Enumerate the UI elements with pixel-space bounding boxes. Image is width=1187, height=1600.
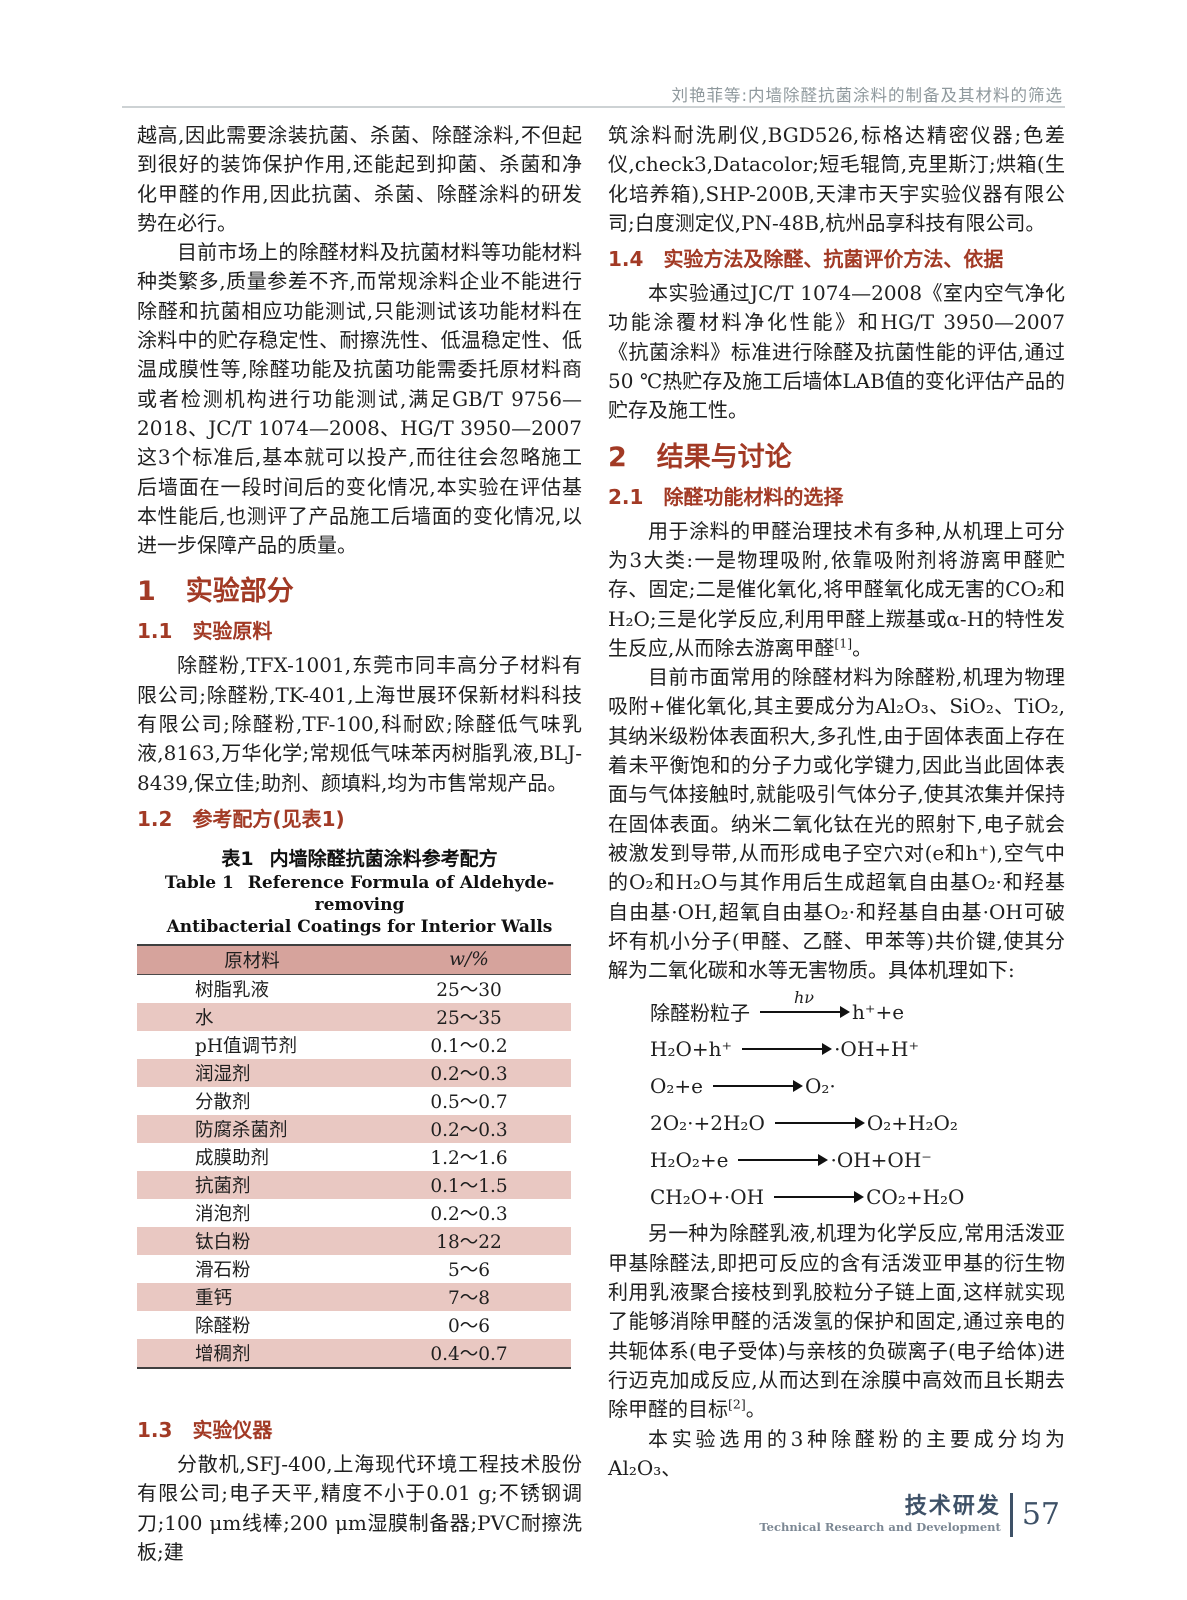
equation-lhs: H₂O₂+e xyxy=(650,1147,729,1172)
subsection-title: 实验仪器 xyxy=(192,1417,273,1442)
subsection-heading-2-1: 2.1 除醛功能材料的选择 xyxy=(608,482,1065,512)
table-row: 钛白粉 18～22 xyxy=(137,1226,571,1255)
table-row: 分散剂 0.5～0.7 xyxy=(195,1091,508,1113)
table-header-row: 原材料 w/% xyxy=(137,944,571,975)
paragraph: 除醛粉,TFX-1001,东莞市同丰高分子材料有限公司;除醛粉,TK-401,上… xyxy=(137,653,582,795)
table-row: 除醛粉 0～6 xyxy=(195,1315,491,1337)
section-title: 实验部分 xyxy=(185,576,294,608)
table-row: 增稠剂 0.4～0.7 xyxy=(137,1338,571,1368)
left-column: 越高,因此需要涂装抗菌、杀菌、除醛涂料,不但起到很好的装饰保护作用,还能起到抑菌… xyxy=(137,121,582,1567)
paragraph: 筑涂料耐洗刷仪,BGD526,标格达精密仪器;色差仪,check3,Dataco… xyxy=(608,123,1065,235)
table-row: 重钙 7～8 xyxy=(137,1282,571,1311)
footer-text-block: 技术研发 Technical Research and Development xyxy=(759,1495,1000,1535)
equation-lhs: 2O₂·+2H₂O xyxy=(650,1110,765,1135)
section-number: 1 xyxy=(137,576,156,608)
table-title-en: Reference Formula of Aldehyde-removing xyxy=(247,872,555,915)
paragraph: 另一种为除醛乳液,机理为化学反应,常用活泼亚甲基除醛法,即把可反应的含有活泼亚甲… xyxy=(608,1219,1065,1424)
equation-lhs: CH₂O+·OH xyxy=(650,1184,765,1209)
subsection-heading-1-2: 1.2 参考配方(见表1) xyxy=(137,804,582,834)
table-row: 树脂乳液 25～30 xyxy=(195,979,502,1001)
table-label-en: Table 1 xyxy=(164,872,234,893)
page-footer: 技术研发 Technical Research and Development … xyxy=(759,1493,1060,1537)
table-label-cn: 表1 xyxy=(221,847,254,870)
reaction-arrow xyxy=(713,1079,804,1092)
equation-rhs: h⁺+e xyxy=(852,999,905,1024)
section-heading-2: 2 结果与讨论 xyxy=(608,440,1065,476)
subsection-title: 实验原料 xyxy=(192,619,273,644)
paragraph: 越高,因此需要涂装抗菌、杀菌、除醛涂料,不但起到很好的装饰保护作用,还能起到抑菌… xyxy=(137,123,582,235)
paragraph: 目前市面常用的除醛材料为除醛粉,机理为物理吸附+催化氧化,其主要成分为Al₂O₃… xyxy=(608,665,1065,983)
header-rule xyxy=(122,106,1065,108)
right-column: 筑涂料耐洗刷仪,BGD526,标格达精密仪器;色差仪,check3,Dataco… xyxy=(608,121,1065,1483)
table-row: 抗菌剂 0.1～1.5 xyxy=(137,1170,571,1199)
equation-lhs: H₂O+h⁺ xyxy=(650,1036,733,1061)
table-caption-cn: 表1 内墙除醛抗菌涂料参考配方 xyxy=(137,846,582,872)
table-row: 消泡剂 0.2～0.3 xyxy=(195,1203,508,1225)
subsection-title: 实验方法及除醛、抗菌评价方法、依据 xyxy=(663,247,1004,272)
subsection-title: 参考配方(见表1) xyxy=(192,806,345,831)
chemical-equation: O₂+e O₂· xyxy=(650,1067,1065,1104)
paragraph-text: 用于涂料的甲醛治理技术有多种,从机理上可分为3大类:一是物理吸附,依靠吸附剂将游… xyxy=(608,518,1065,660)
column-header-weight-percent: w/% xyxy=(449,949,489,971)
section-number: 2 xyxy=(608,441,627,473)
table-row: 水 25～35 xyxy=(137,1002,571,1031)
chemical-equation: CH₂O+·OH CO₂+H₂O xyxy=(650,1178,1065,1215)
reaction-arrow xyxy=(774,1190,865,1203)
footer-section-en: Technical Research and Development xyxy=(759,1520,1001,1534)
equation-lhs: 除醛粉粒子 xyxy=(650,1001,750,1026)
running-header: 刘艳菲等:内墙除醛抗菌涂料的制备及其材料的筛选 xyxy=(671,86,1063,105)
equation-rhs: O₂· xyxy=(805,1073,836,1098)
table-title-cn: 内墙除醛抗菌涂料参考配方 xyxy=(269,847,498,870)
column-header-material: 原材料 xyxy=(224,950,280,972)
table-caption-en-line2: Antibacterial Coatings for Interior Wall… xyxy=(166,916,553,937)
reference-superscript: [1] xyxy=(834,635,853,651)
arrow-label: hν xyxy=(793,987,815,1007)
paragraph: 分散机,SFJ-400,上海现代环境工程技术股份有限公司;电子天平,精度不小于0… xyxy=(137,1451,582,1564)
table-row: pH值调节剂 0.1～0.2 xyxy=(195,1035,508,1057)
subsection-number: 1.2 xyxy=(137,806,173,831)
equation-lhs: O₂+e xyxy=(650,1073,704,1098)
subsection-number: 1.4 xyxy=(608,247,644,272)
equation-rhs: O₂+H₂O₂ xyxy=(866,1110,958,1135)
table-row: 防腐杀菌剂 0.2～0.3 xyxy=(137,1114,571,1143)
subsection-heading-1-4: 1.4 实验方法及除醛、抗菌评价方法、依据 xyxy=(608,244,1065,274)
paragraph: 本实验选用的3种除醛粉的主要成分均为Al₂O₃、 xyxy=(608,1426,1065,1480)
reaction-arrow: hν xyxy=(760,988,850,1018)
table-row: 滑石粉 5～6 xyxy=(195,1259,491,1281)
subsection-number: 2.1 xyxy=(608,484,644,509)
reaction-arrow xyxy=(738,1153,829,1166)
paragraph: 用于涂料的甲醛治理技术有多种,从机理上可分为3大类:一是物理吸附,依靠吸附剂将游… xyxy=(608,517,1065,663)
reaction-arrow xyxy=(742,1042,833,1055)
table-caption-en-line1: Table 1 Reference Formula of Aldehyde-rem… xyxy=(137,872,582,916)
chemical-equation: 除醛粉粒子 hν h⁺+e xyxy=(650,988,1065,1030)
table-row: 润湿剂 0.2～0.3 xyxy=(137,1058,571,1087)
page-number: 57 xyxy=(1021,1497,1060,1532)
footer-section-cn: 技术研发 xyxy=(904,1494,1001,1519)
chemical-equation: 2O₂·+2H₂O O₂+H₂O₂ xyxy=(650,1104,1065,1141)
formula-table: 原材料 w/% 树脂乳液 25～30 水 25～35 pH值调节剂 0.1～0.2 润… xyxy=(137,944,571,1369)
footer-divider-bar xyxy=(1009,1493,1013,1537)
subsection-title: 除醛功能材料的选择 xyxy=(663,484,844,509)
paragraph-text: 另一种为除醛乳液,机理为化学反应,常用活泼亚甲基除醛法,即把可反应的含有活泼亚甲… xyxy=(608,1221,1065,1422)
chemical-equation: H₂O₂+e ·OH+OH⁻ xyxy=(650,1141,1065,1178)
section-heading-1: 1 实验部分 xyxy=(137,574,582,610)
equation-rhs: ·OH+H⁺ xyxy=(834,1036,920,1061)
paragraph-text: 。 xyxy=(745,1397,766,1422)
paragraph-text: 。 xyxy=(852,635,873,660)
equation-rhs: CO₂+H₂O xyxy=(866,1184,965,1209)
section-title: 结果与讨论 xyxy=(656,441,792,473)
reference-superscript: [2] xyxy=(728,1396,746,1412)
subsection-number: 1.3 xyxy=(137,1417,173,1442)
chemical-equation: H₂O+h⁺ ·OH+H⁺ xyxy=(650,1030,1065,1067)
equation-rhs: ·OH+OH⁻ xyxy=(830,1147,932,1172)
subsection-heading-1-3: 1.3 实验仪器 xyxy=(137,1415,582,1445)
paragraph: 目前市场上的除醛材料及抗菌材料等功能材料种类繁多,质量参差不齐,而常规涂料企业不… xyxy=(137,240,582,558)
reaction-equations: 除醛粉粒子 hν h⁺+e H₂O+h⁺ ·OH+H⁺ O₂+e O₂· 2O₂… xyxy=(650,988,1065,1215)
table-row: 成膜助剂 1.2～1.6 xyxy=(195,1147,508,1169)
subsection-number: 1.1 xyxy=(137,619,173,644)
reaction-arrow xyxy=(774,1116,865,1129)
subsection-heading-1-1: 1.1 实验原料 xyxy=(137,616,582,646)
paragraph: 本实验通过JC/T 1074—2008《室内空气净化功能涂覆材料净化性能》和HG… xyxy=(608,281,1065,423)
